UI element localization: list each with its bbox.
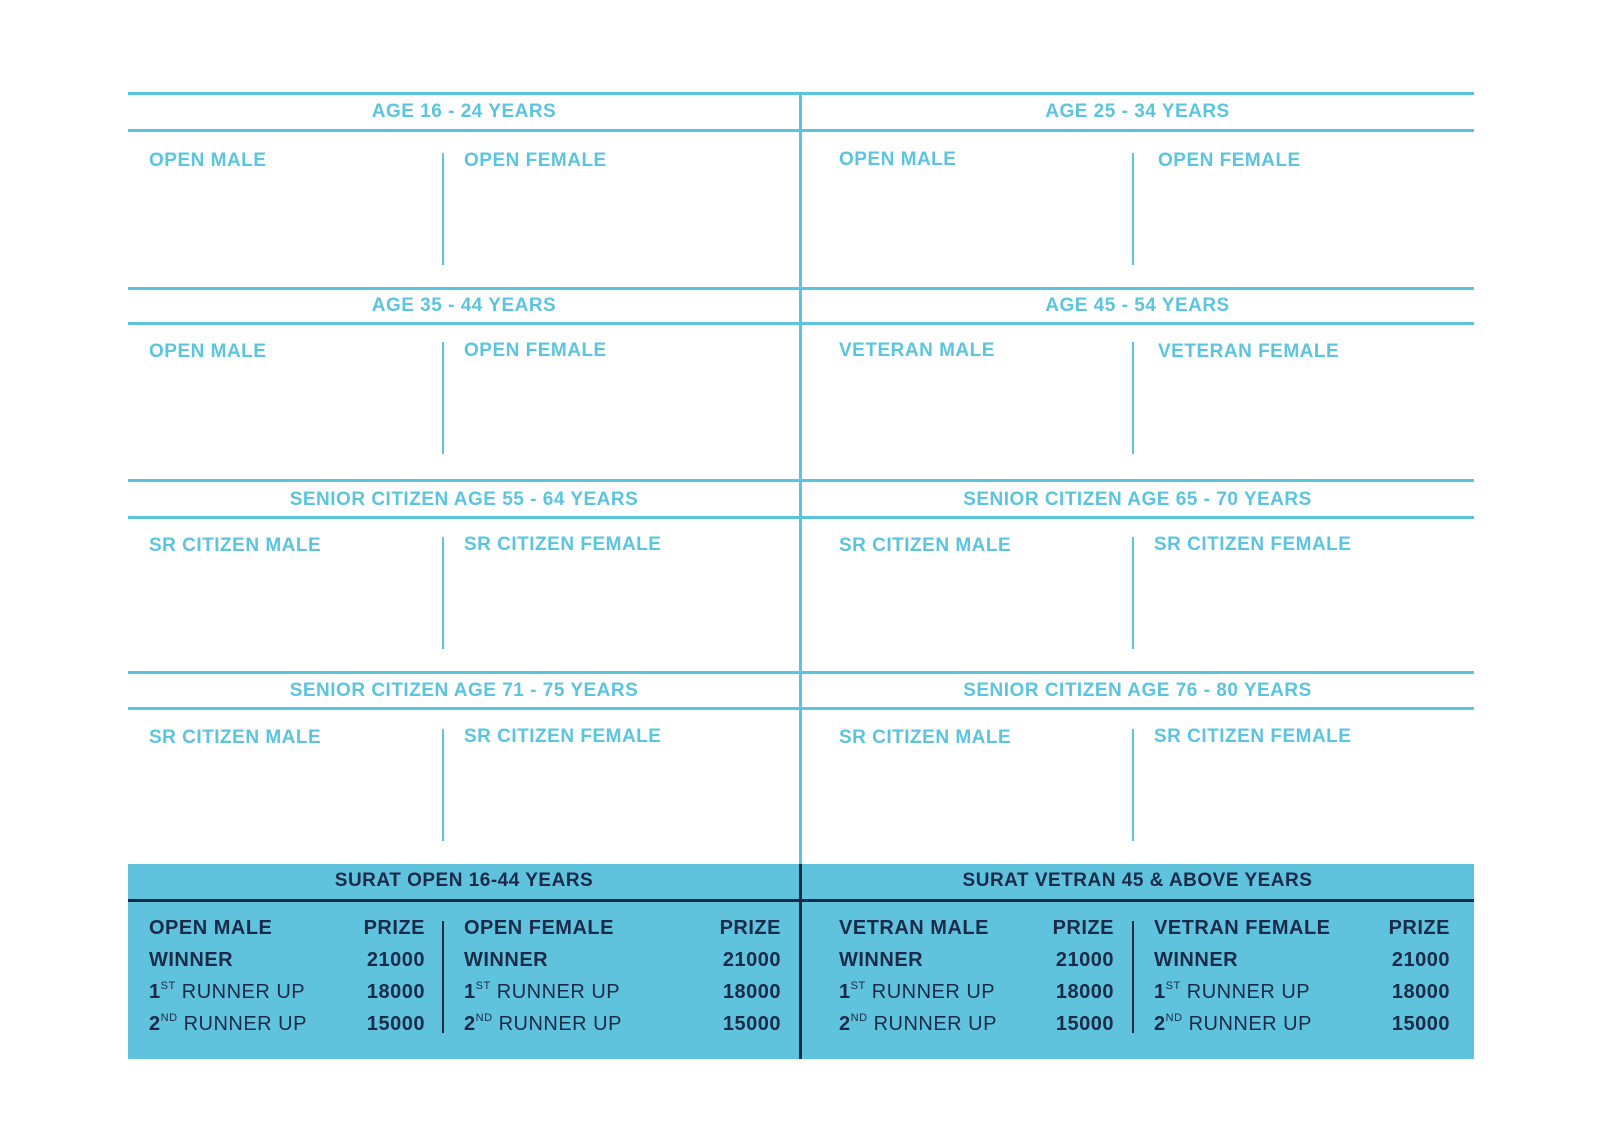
block-title-age-55-64: SENIOR CITIZEN AGE 55 - 64 YEARS xyxy=(289,489,639,510)
category-label: OPEN MALE xyxy=(839,149,957,170)
category-label: OPEN FEMALE xyxy=(464,340,607,361)
prize-place: 1ST RUNNER UP xyxy=(149,980,306,1003)
prize-table-vetran-female: VETRAN FEMALE PRIZE WINNER 21000 1ST RUN… xyxy=(1154,912,1450,1040)
prize-place: 2ND RUNNER UP xyxy=(839,1012,997,1035)
category-label: SR CITIZEN FEMALE xyxy=(464,726,662,747)
prize-place: 2ND RUNNER UP xyxy=(464,1012,622,1035)
category-label: OPEN FEMALE xyxy=(464,150,607,171)
prize-column-header: PRIZE xyxy=(1052,917,1114,939)
prize-place: 1ST RUNNER UP xyxy=(464,980,621,1003)
column-divider xyxy=(1132,537,1134,649)
prize-table-open-male: OPEN MALE PRIZE WINNER 21000 1ST RUNNER … xyxy=(149,912,425,1040)
prize-place: 2ND RUNNER UP xyxy=(149,1012,307,1035)
category-label: SR CITIZEN FEMALE xyxy=(464,534,662,555)
prize-row-first-runner-up: 1ST RUNNER UP 18000 xyxy=(149,976,425,1008)
category-label: OPEN MALE xyxy=(149,150,267,171)
prize-column-header: PRIZE xyxy=(719,917,781,939)
prize-category: OPEN FEMALE xyxy=(464,917,614,939)
prize-header-row: OPEN MALE PRIZE xyxy=(149,912,425,944)
prize-row-winner: WINNER 21000 xyxy=(1154,944,1450,976)
prize-amount: 15000 xyxy=(366,1013,425,1035)
prize-row-second-runner-up: 2ND RUNNER UP 15000 xyxy=(839,1008,1114,1040)
category-label: SR CITIZEN MALE xyxy=(839,535,1012,556)
prize-amount: 15000 xyxy=(1055,1013,1114,1035)
prize-place: WINNER xyxy=(1154,949,1239,971)
category-label: SR CITIZEN MALE xyxy=(149,727,322,748)
prize-amount: 18000 xyxy=(1391,981,1450,1003)
category-label: VETERAN MALE xyxy=(839,340,995,361)
prize-row-winner: WINNER 21000 xyxy=(464,944,781,976)
prize-row-first-runner-up: 1ST RUNNER UP 18000 xyxy=(839,976,1114,1008)
prize-row-second-runner-up: 2ND RUNNER UP 15000 xyxy=(1154,1008,1450,1040)
block-title-age-71-75: SENIOR CITIZEN AGE 71 - 75 YEARS xyxy=(289,680,639,701)
category-label: SR CITIZEN FEMALE xyxy=(1154,534,1352,555)
prize-header-row: VETRAN MALE PRIZE xyxy=(839,912,1114,944)
block-title-age-76-80: SENIOR CITIZEN AGE 76 - 80 YEARS xyxy=(963,680,1312,701)
block-title-age-16-24: AGE 16 - 24 YEARS xyxy=(371,101,557,122)
prize-amount: 21000 xyxy=(1391,949,1450,971)
prize-column-header: PRIZE xyxy=(1388,917,1450,939)
prize-category: OPEN MALE xyxy=(149,917,273,939)
category-label: OPEN MALE xyxy=(149,341,267,362)
prize-category: VETRAN MALE xyxy=(839,917,989,939)
prize-row-winner: WINNER 21000 xyxy=(149,944,425,976)
block-title-age-45-54: AGE 45 - 54 YEARS xyxy=(1045,295,1230,316)
prize-title-surat-vetran: SURAT VETRAN 45 & ABOVE YEARS xyxy=(962,870,1313,891)
prize-place: 2ND RUNNER UP xyxy=(1154,1012,1312,1035)
prize-row-first-runner-up: 1ST RUNNER UP 18000 xyxy=(464,976,781,1008)
prize-table-open-female: OPEN FEMALE PRIZE WINNER 21000 1ST RUNNE… xyxy=(464,912,781,1040)
column-divider xyxy=(442,342,444,454)
prize-table-vetran-male: VETRAN MALE PRIZE WINNER 21000 1ST RUNNE… xyxy=(839,912,1114,1040)
column-divider xyxy=(1132,153,1134,265)
prize-amount: 18000 xyxy=(1055,981,1114,1003)
column-divider xyxy=(442,729,444,841)
category-label: VETERAN FEMALE xyxy=(1158,341,1340,362)
prize-center-divider xyxy=(799,864,802,1059)
prize-header-row: OPEN FEMALE PRIZE xyxy=(464,912,781,944)
prize-header-row: VETRAN FEMALE PRIZE xyxy=(1154,912,1450,944)
prize-band: SURAT OPEN 16-44 YEARS SURAT VETRAN 45 &… xyxy=(128,864,1474,1059)
prize-amount: 21000 xyxy=(722,949,781,971)
prize-column-divider xyxy=(1132,921,1134,1033)
prize-place: WINNER xyxy=(149,949,234,971)
prize-place: 1ST RUNNER UP xyxy=(839,980,996,1003)
prize-title-surat-open: SURAT OPEN 16-44 YEARS xyxy=(334,870,594,891)
block-title-age-25-34: AGE 25 - 34 YEARS xyxy=(1045,101,1230,122)
prize-row-winner: WINNER 21000 xyxy=(839,944,1114,976)
prize-category: VETRAN FEMALE xyxy=(1154,917,1331,939)
column-divider xyxy=(1132,342,1134,454)
rule xyxy=(128,92,1474,95)
prize-place: 1ST RUNNER UP xyxy=(1154,980,1311,1003)
prize-amount: 15000 xyxy=(722,1013,781,1035)
prize-amount: 21000 xyxy=(1055,949,1114,971)
prize-column-divider xyxy=(442,921,444,1033)
prize-place: WINNER xyxy=(464,949,549,971)
category-label: SR CITIZEN MALE xyxy=(149,535,322,556)
prize-amount: 18000 xyxy=(366,981,425,1003)
prize-row-second-runner-up: 2ND RUNNER UP 15000 xyxy=(149,1008,425,1040)
prize-row-second-runner-up: 2ND RUNNER UP 15000 xyxy=(464,1008,781,1040)
prize-amount: 21000 xyxy=(366,949,425,971)
block-title-age-65-70: SENIOR CITIZEN AGE 65 - 70 YEARS xyxy=(963,489,1312,510)
category-label: OPEN FEMALE xyxy=(1158,150,1301,171)
column-divider xyxy=(442,537,444,649)
prize-place: WINNER xyxy=(839,949,924,971)
column-divider xyxy=(442,153,444,265)
block-title-age-35-44: AGE 35 - 44 YEARS xyxy=(371,295,557,316)
category-label: SR CITIZEN FEMALE xyxy=(1154,726,1352,747)
prize-row-first-runner-up: 1ST RUNNER UP 18000 xyxy=(1154,976,1450,1008)
prize-amount: 15000 xyxy=(1391,1013,1450,1035)
column-divider xyxy=(1132,729,1134,841)
category-label: SR CITIZEN MALE xyxy=(839,727,1012,748)
center-divider xyxy=(799,95,802,864)
prize-column-header: PRIZE xyxy=(363,917,425,939)
prize-amount: 18000 xyxy=(722,981,781,1003)
